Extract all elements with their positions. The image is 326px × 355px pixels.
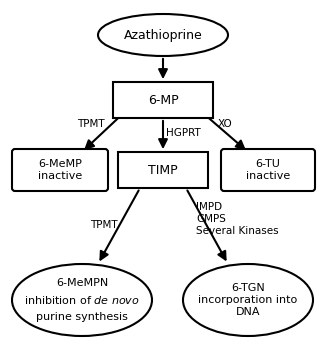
FancyBboxPatch shape [221,149,315,191]
Text: 6-TGN
incorporation into
DNA: 6-TGN incorporation into DNA [199,283,298,317]
FancyBboxPatch shape [113,82,213,118]
Text: XO: XO [218,119,233,129]
Ellipse shape [98,14,228,56]
Text: IMPD
GMPS
Several Kinases: IMPD GMPS Several Kinases [196,202,279,236]
Text: Azathioprine: Azathioprine [124,28,202,42]
Text: purine synthesis: purine synthesis [36,312,128,322]
Text: TPMT: TPMT [77,119,105,129]
Text: 6-MeMPN: 6-MeMPN [56,278,108,288]
Text: 6-MP: 6-MP [148,93,178,106]
Ellipse shape [12,264,152,336]
FancyBboxPatch shape [12,149,108,191]
FancyBboxPatch shape [118,152,208,188]
Text: HGPRT: HGPRT [166,128,201,138]
Ellipse shape [183,264,313,336]
Text: TPMT: TPMT [90,220,118,230]
Text: inhibition of $\it{de\ novo}$: inhibition of $\it{de\ novo}$ [24,294,140,306]
Text: TIMP: TIMP [148,164,178,176]
Text: 6-TU
inactive: 6-TU inactive [246,159,290,181]
Text: 6-MeMP
inactive: 6-MeMP inactive [38,159,82,181]
